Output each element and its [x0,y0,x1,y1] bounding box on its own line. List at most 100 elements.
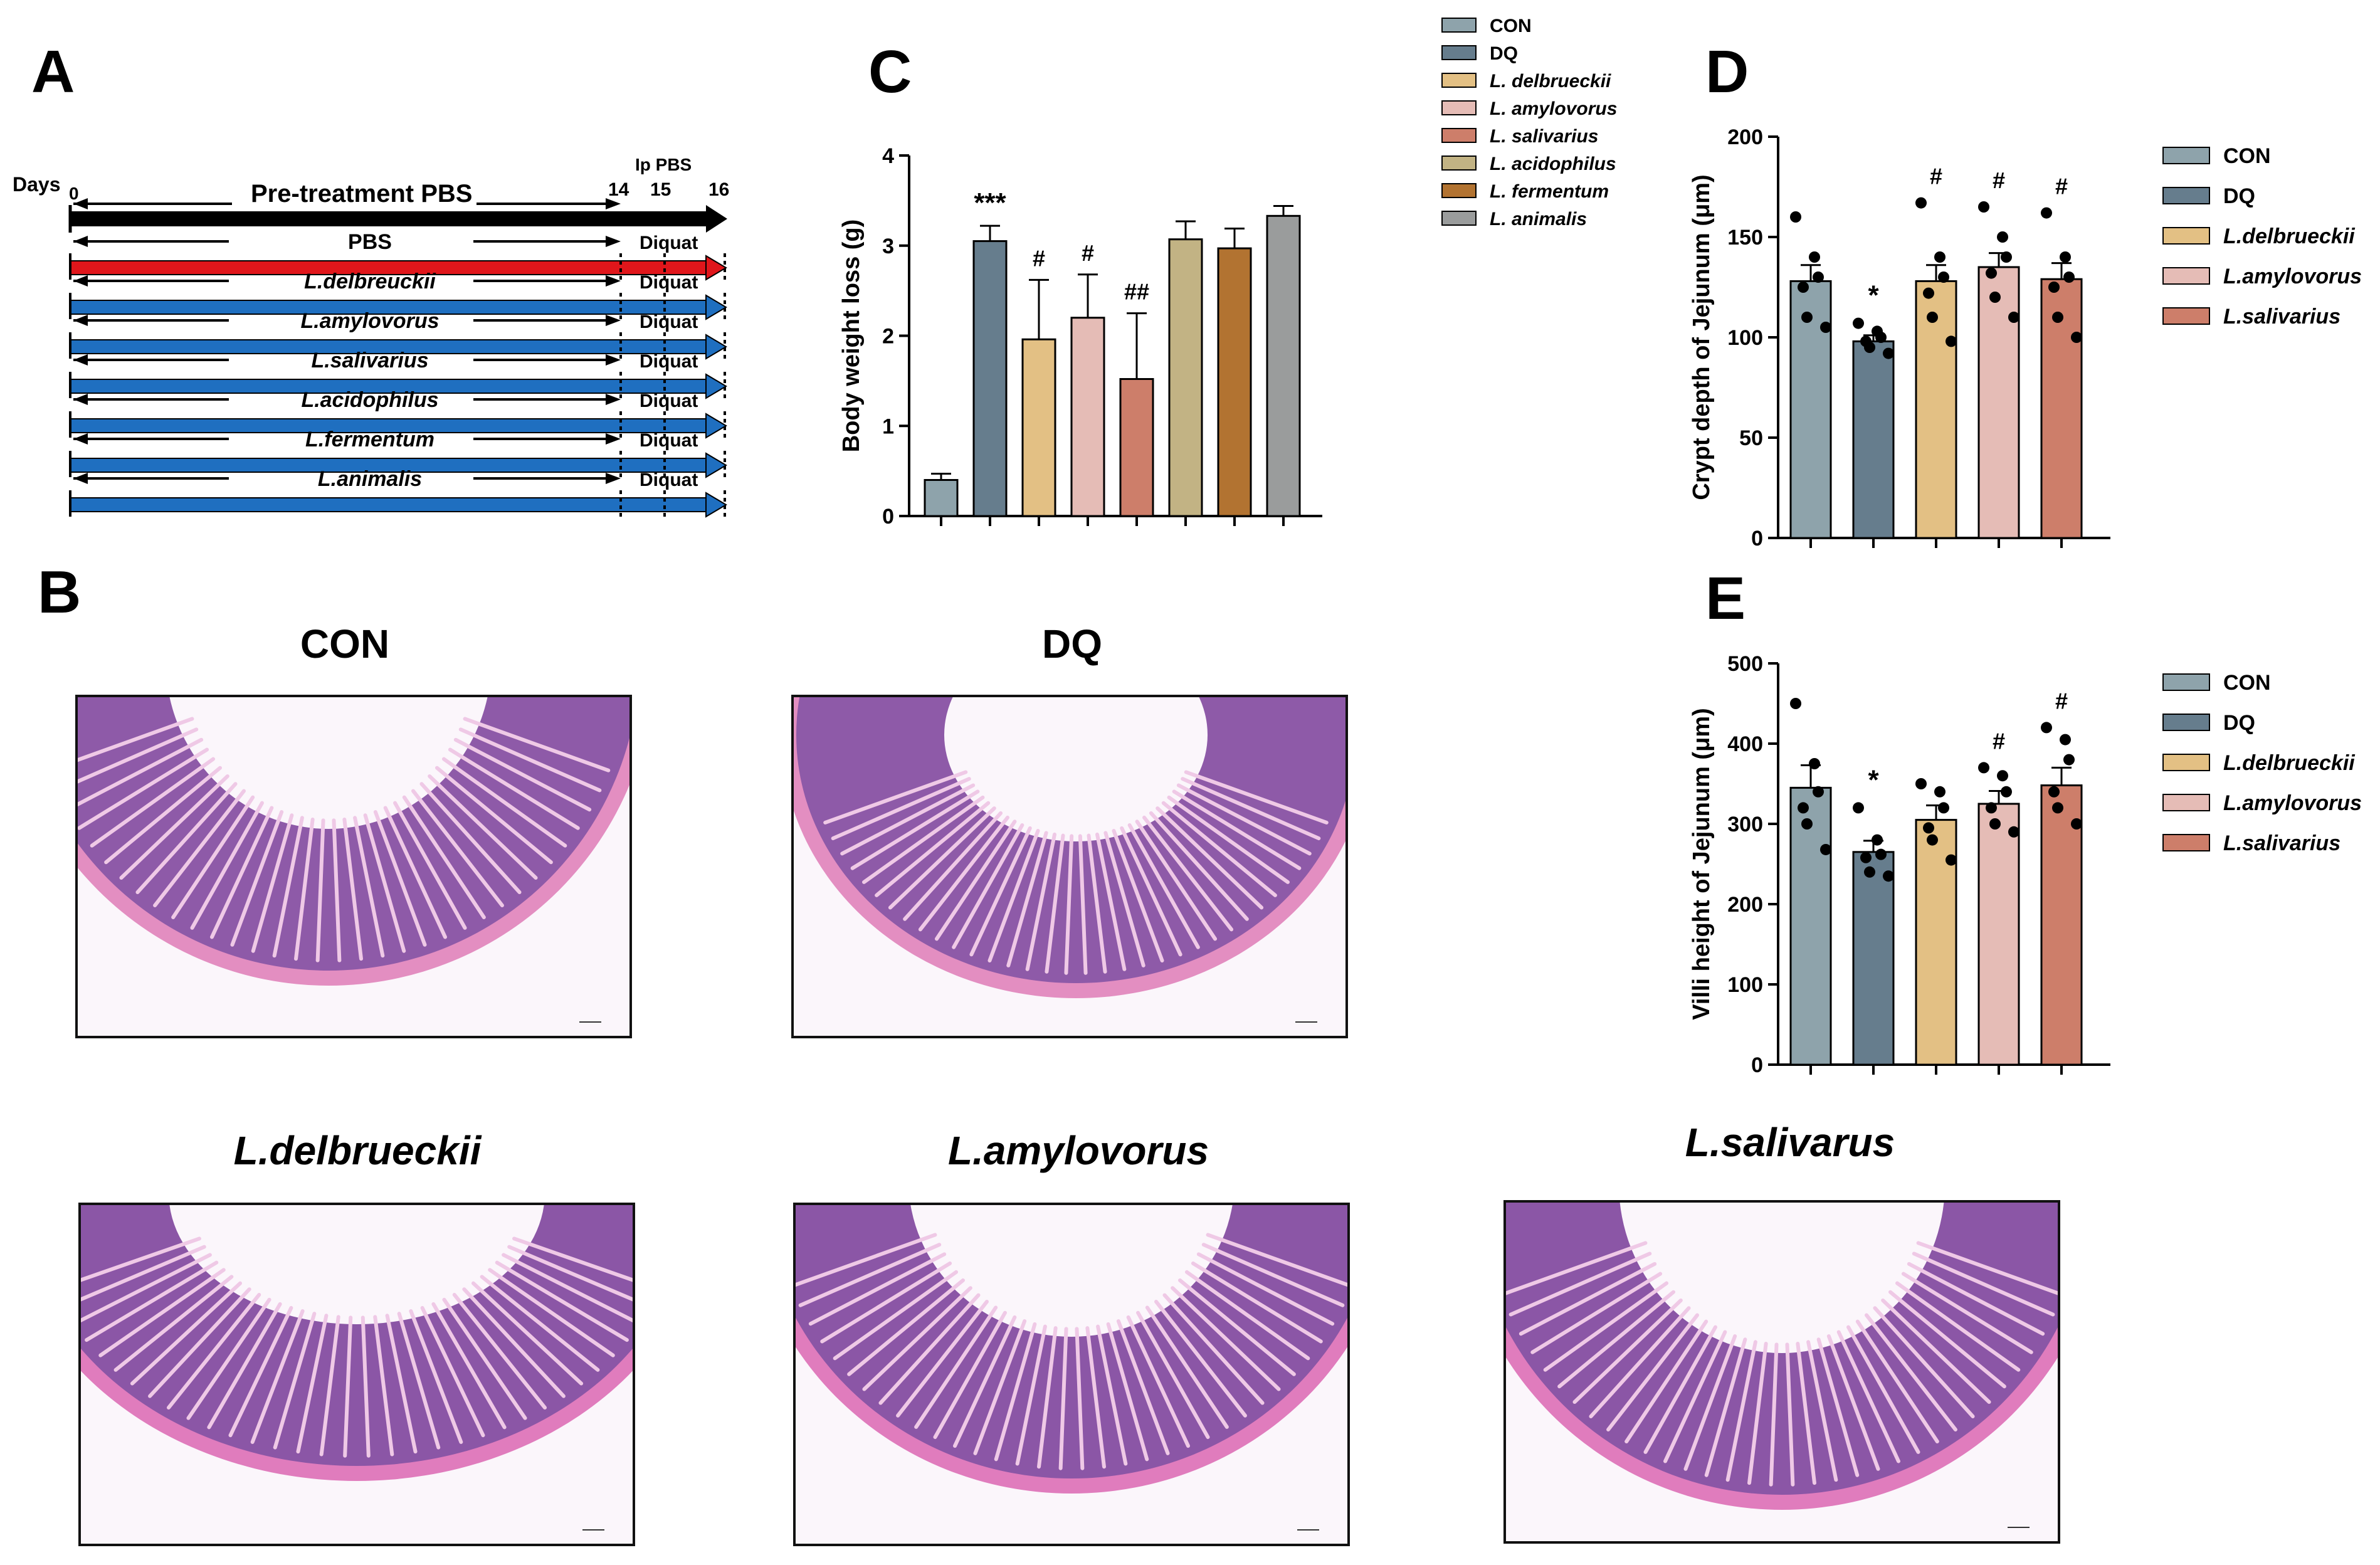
villus-line [319,1315,340,1457]
villus-line [130,1281,243,1386]
villus-line [1624,1319,1709,1444]
villus-line [796,1233,937,1287]
villus-line [914,1305,998,1429]
villus-line [420,1305,485,1438]
data-point-con [1790,698,1801,709]
villus-line [1725,1340,1757,1482]
histo-title-dq: DQ [1042,621,1102,667]
villus-line [1606,1313,1699,1432]
right-arrowhead-l-fermentum [606,433,621,445]
timeline-arrowhead-l-fermentum [705,452,727,478]
data-point-l-salivarius [2060,251,2071,263]
villus-line [1096,1324,1128,1466]
villus-line [875,801,991,897]
villus-line [1106,1322,1149,1462]
right-arrowhead-pbs [606,236,621,247]
y-tick-label: 4 [882,144,894,168]
data-point-con [1813,786,1824,798]
legend-label-l-amylovorus: L.amylovorus [2223,265,2362,288]
histology-image-con [75,695,632,1038]
left-arrowhead-l-animalis [73,473,88,484]
villus-line [1177,1278,1296,1376]
histology-image-salivarus [1503,1200,2060,1544]
data-point-l-amylovorus [1989,292,2001,303]
data-point-l-amylovorus [2001,786,2012,798]
villus-line [1509,1251,1652,1317]
villus-line [1172,789,1302,870]
villus-line [342,817,363,961]
villus-line [1085,1326,1106,1469]
timeline-label-l-delbreuckii: L.delbreuckii [304,270,436,293]
significance-l-salivarius: # [2055,174,2068,199]
significance-dq: *** [974,187,1006,218]
data-point-l-delbrueckii [1934,786,1946,798]
data-point-l-amylovorus [2008,826,2019,838]
villus-line [294,817,315,961]
villus-line [1176,783,1312,856]
significance-dq: * [1868,280,1879,311]
villus-line [820,1261,952,1344]
villus-line [81,1253,212,1323]
villus-line [419,782,522,895]
villus-line [507,1245,633,1302]
legend-label-con: CON [1490,16,1532,36]
data-point-l-delbrueckii [1946,335,1957,347]
villus-line [81,1245,206,1302]
legend-swatch-l-acidophilus [1441,155,1477,171]
villus-line [1747,1341,1768,1485]
pretreat-right-head [606,198,621,209]
data-point-l-salivarius [2063,754,2075,766]
bar-l-animalis [1266,214,1301,517]
panel-letter-d: D [1705,38,1749,105]
villus-line [933,1310,1007,1440]
timeline-treatment-l-delbreuckii: Diquat [640,272,698,293]
data-point-l-salivarius [2063,271,2075,283]
villus-line [104,766,223,865]
data-point-dq [1872,834,1883,846]
y-tick-label: 300 [1727,813,1763,836]
villus-line [1912,1251,2055,1317]
left-arrowhead-l-salivarius [73,354,88,366]
legend-label-l-amylovorus: L.amylovorus [2223,791,2362,815]
data-point-con [1809,758,1820,769]
villus-line [502,1253,633,1323]
villus-line [833,1270,959,1361]
villus-line [166,1292,261,1410]
villus-line [385,1314,418,1454]
data-point-con [1809,251,1820,263]
histology-lumen [169,697,488,829]
villus-line [1156,806,1264,910]
villus-line [230,810,284,947]
data-point-con [1813,271,1824,283]
y-tick-label: 400 [1727,732,1763,756]
legend: CON DQ L.delbrueckii L.amylovorus L.salivari… [2162,671,2362,855]
data-point-l-salivarius [2071,332,2082,343]
data-point-l-delbrueckii [1927,834,1938,846]
right-arrowhead-l-animalis [606,473,621,484]
villus-line [1881,1298,1991,1404]
y-axis-label: Crypt depth of Jejunum (μm) [1688,174,1715,500]
villus-line [840,783,976,856]
legend-label-l-fermentum: L. fermentum [1490,181,1609,202]
villus-line [1826,1334,1880,1471]
significance-l-delbrueckii: # [1033,245,1045,271]
timeline-diagram: Days 0 14 15 16 Ip PBS Pre-treatment PBS… [13,155,729,518]
villus-line [896,1299,989,1418]
timeline-label-l-fermentum: L.fermentum [305,428,434,451]
villus-line [190,801,264,930]
villus-line [1704,1337,1747,1477]
villus-line [153,789,246,908]
bar-l-amylovorus [1070,317,1105,517]
data-point-l-delbrueckii [1923,287,1934,299]
legend-swatch-l-salivarius [2162,834,2210,851]
data-point-l-delbrueckii [1938,802,1949,814]
villus-line [1075,1327,1085,1470]
data-point-con [1801,818,1813,830]
villus-line [1006,831,1048,967]
timeline-treatment-l-acidophilus: Diquat [640,391,698,411]
timeline-arrowhead-l-salivarius [705,373,727,399]
data-point-dq [1875,332,1887,343]
legend-swatch-con [2162,147,2210,164]
panel-letter-e: E [1705,565,1746,632]
